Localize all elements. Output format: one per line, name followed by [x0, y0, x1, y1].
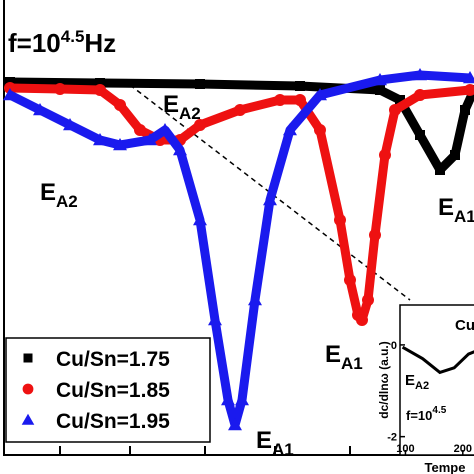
annotation: EA1: [438, 194, 474, 226]
title-exponent: 4.5: [61, 27, 85, 46]
inset-title: Cu: [455, 317, 474, 334]
marker: [63, 118, 77, 131]
title-unit: Hz: [84, 28, 116, 58]
annotation-main: E: [256, 427, 272, 454]
inset-note: f=104.5: [406, 405, 447, 423]
marker: [362, 294, 374, 306]
inset-y-tick-label: -2: [387, 432, 397, 444]
marker: [33, 103, 47, 116]
annotation-sub: A1: [272, 440, 294, 459]
marker: [195, 79, 205, 89]
marker: [274, 94, 286, 106]
inset-x-tick-label: 100: [396, 443, 414, 455]
inset-line: [401, 345, 474, 375]
note-exponent: 4.5: [432, 405, 446, 416]
marker: [379, 149, 391, 161]
marker: [94, 84, 106, 96]
marker: [375, 85, 385, 95]
annotation: EA2: [163, 91, 201, 123]
marker: [248, 293, 262, 306]
marker: [344, 274, 356, 286]
marker: [373, 73, 387, 86]
annotation-main: E: [438, 194, 454, 221]
marker: [334, 214, 346, 226]
legend: Cu/Sn=1.75 Cu/Sn=1.85 Cu/Sn=1.95: [5, 337, 211, 443]
marker: [173, 143, 187, 156]
marker: [356, 314, 368, 326]
annotation-main: E: [405, 372, 415, 389]
guide-line: [129, 84, 411, 301]
marker: [158, 123, 172, 136]
note-base: f=10: [406, 408, 432, 423]
marker: [143, 133, 157, 146]
marker: [193, 213, 207, 226]
inset: Cu dc/dlnω (a.u.) Tempe f=104.5 EA2 0 -21…: [377, 304, 474, 474]
annotation-main: E: [40, 179, 56, 206]
marker: [415, 130, 425, 140]
series-layer: [3, 68, 474, 431]
x-axis-ticks: [59, 446, 351, 455]
annotation-sub: A2: [56, 192, 78, 211]
legend-label: Cu/Sn=1.95: [56, 410, 170, 433]
marker: [113, 138, 127, 151]
legend-marker: [21, 413, 35, 425]
marker: [134, 124, 146, 136]
marker: [3, 88, 17, 101]
marker: [208, 313, 222, 326]
marker: [221, 393, 235, 406]
annotation: EA1: [256, 427, 294, 459]
marker: [464, 84, 474, 96]
marker: [435, 165, 445, 175]
marker: [234, 104, 246, 116]
title-base: f=10: [8, 28, 61, 58]
annotation-main: E: [163, 91, 179, 118]
legend-label: Cu/Sn=1.75: [56, 348, 170, 371]
annotation-main: E: [325, 341, 341, 368]
marker: [413, 68, 427, 81]
annotation: EA2: [40, 179, 78, 211]
marker: [460, 105, 470, 115]
marker: [283, 123, 297, 136]
annotation-sub: A1: [454, 207, 474, 226]
legend-marker: [23, 353, 33, 363]
marker: [450, 150, 460, 160]
legend-box: [5, 337, 211, 443]
inset-annotation: EA2: [405, 372, 429, 392]
legend-marker: [22, 383, 34, 395]
marker: [313, 88, 327, 101]
marker: [369, 229, 381, 241]
annotation-sub: A1: [341, 354, 363, 373]
marker: [263, 193, 277, 206]
marker: [54, 83, 66, 95]
marker: [295, 81, 305, 91]
marker: [95, 78, 105, 88]
marker: [194, 119, 206, 131]
marker: [93, 133, 107, 146]
legend-label: Cu/Sn=1.85: [56, 379, 170, 402]
chart-title: f=104.5Hz: [8, 27, 116, 58]
marker: [314, 124, 326, 136]
inset-x-tick-label: 200: [454, 443, 472, 455]
marker: [235, 393, 249, 406]
inset-y-tick-label: 0: [391, 340, 397, 352]
marker: [228, 418, 242, 431]
inset-x-label: Tempe: [425, 460, 466, 474]
marker: [395, 95, 405, 105]
annotation-sub: A2: [415, 380, 429, 392]
marker: [414, 89, 426, 101]
marker: [294, 94, 306, 106]
marker: [389, 104, 401, 116]
marker: [114, 99, 126, 111]
inset-y-label: dc/dlnω (a.u.): [377, 341, 391, 418]
annotation-sub: A2: [179, 104, 201, 123]
marker: [463, 71, 474, 84]
inset-frame: [399, 304, 474, 456]
series-line: [9, 83, 471, 325]
annotation: EA1: [325, 341, 363, 373]
plot-frame: [3, 0, 474, 456]
